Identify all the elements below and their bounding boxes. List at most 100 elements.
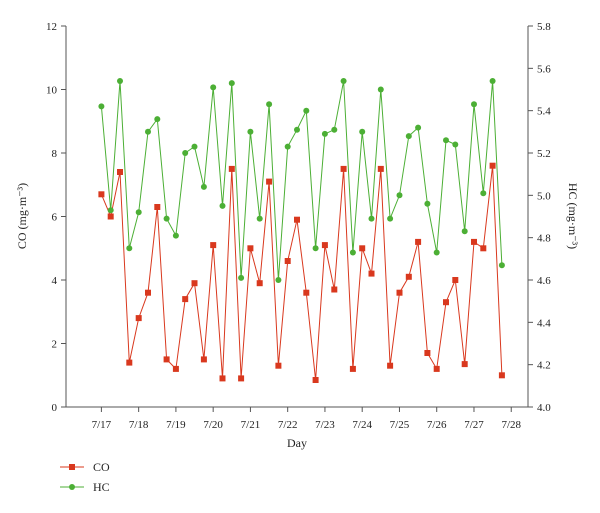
hc-point	[163, 215, 170, 222]
hc-point	[359, 128, 366, 135]
hc-point	[98, 103, 105, 110]
hc-point	[415, 124, 422, 131]
co-point	[126, 359, 133, 366]
right-y-tick-label: 5.8	[537, 21, 551, 33]
hc-point	[126, 245, 133, 252]
hc-point	[182, 150, 189, 156]
x-tick-label: 7/21	[241, 419, 261, 431]
legend-item-co: CO	[60, 460, 110, 474]
left-y-tick-label: 12	[46, 21, 57, 33]
hc-point	[117, 78, 123, 84]
co-point	[471, 238, 477, 245]
left-y-tick-label: 0	[52, 402, 58, 414]
hc-point	[210, 84, 217, 91]
series-hc	[98, 78, 505, 283]
co-point	[200, 356, 207, 363]
legend-hc-marker	[69, 484, 75, 490]
legend-co-label: CO	[93, 460, 110, 474]
co-point	[163, 356, 170, 363]
co-point	[480, 245, 487, 252]
x-tick-label: 7/22	[278, 419, 298, 431]
hc-point	[424, 200, 431, 207]
co-point	[154, 204, 161, 210]
hc-point	[275, 277, 282, 283]
legend: CO HC	[60, 460, 110, 494]
right-axis-title: HC (mg·m⁻³)	[566, 183, 580, 249]
co-point	[489, 162, 496, 169]
co-point	[247, 245, 254, 252]
co-point	[415, 238, 422, 245]
series-hc-line	[100, 80, 503, 281]
co-point	[433, 365, 440, 372]
hc-point	[172, 232, 179, 239]
hc-point	[405, 133, 412, 140]
left-y-tick-label: 4	[52, 275, 58, 287]
right-y-tick-label: 5.0	[537, 190, 551, 202]
co-point	[498, 372, 505, 379]
hc-point	[266, 101, 273, 108]
right-y-tick-label: 4.8	[537, 233, 551, 245]
x-tick-label: 7/20	[203, 419, 223, 431]
co-point	[377, 165, 384, 172]
x-tick-label: 7/24	[352, 419, 372, 431]
legend-item-hc: HC	[60, 480, 110, 494]
co-point	[228, 165, 235, 172]
x-tick-label: 7/25	[390, 419, 410, 431]
hc-point	[452, 141, 459, 148]
hc-point	[489, 78, 496, 84]
hc-point	[349, 249, 356, 256]
co-point	[321, 242, 328, 249]
hc-point	[294, 126, 300, 133]
legend-hc-label: HC	[93, 480, 110, 494]
hc-point	[480, 190, 487, 197]
hc-point	[471, 101, 477, 108]
hc-point	[396, 192, 403, 199]
co-point	[387, 362, 394, 369]
right-y-tick-label: 4.2	[537, 360, 551, 372]
hc-point	[107, 207, 114, 214]
co-point	[98, 191, 105, 198]
x-tick-label: 7/26	[427, 419, 447, 431]
co-point	[182, 296, 189, 303]
right-y-tick-label: 5.2	[537, 148, 551, 160]
left-y-tick-label: 2	[52, 339, 58, 351]
co-point	[359, 245, 366, 252]
co-point	[191, 280, 198, 287]
hc-point	[256, 215, 263, 222]
co-point	[210, 242, 217, 249]
co-point	[266, 178, 273, 185]
x-tick-label: 7/19	[166, 419, 186, 431]
hc-point	[340, 78, 347, 84]
co-point	[452, 277, 459, 283]
right-y-tick-label: 4.4	[537, 317, 551, 329]
left-y-tick-label: 6	[52, 212, 58, 224]
left-y-tick-label: 10	[46, 85, 58, 97]
hc-point	[238, 274, 245, 281]
co-point	[172, 365, 179, 372]
co-point	[294, 216, 300, 223]
co-point	[117, 169, 123, 175]
co-point	[424, 350, 431, 356]
hc-point	[145, 128, 151, 135]
hc-point	[219, 202, 226, 209]
hc-point	[387, 215, 394, 222]
co-point	[368, 270, 375, 277]
legend-co-marker	[69, 464, 75, 470]
hc-point	[368, 215, 375, 222]
co-point	[284, 258, 291, 264]
co-point	[340, 165, 347, 172]
x-tick-label: 7/27	[464, 419, 484, 431]
hc-point	[321, 130, 328, 137]
hc-point	[498, 262, 505, 269]
right-y-tick-label: 4.6	[537, 275, 551, 287]
co-point	[405, 273, 412, 280]
co-point	[275, 362, 282, 369]
x-tick-label: 7/28	[501, 419, 521, 431]
left-axis-title: CO (mg·m⁻³)	[15, 183, 29, 249]
hc-point	[228, 80, 235, 87]
x-axis-title: Day	[287, 436, 307, 450]
hc-point	[200, 183, 207, 190]
hc-point	[135, 209, 142, 216]
co-point	[349, 365, 356, 372]
hc-point	[377, 86, 384, 93]
